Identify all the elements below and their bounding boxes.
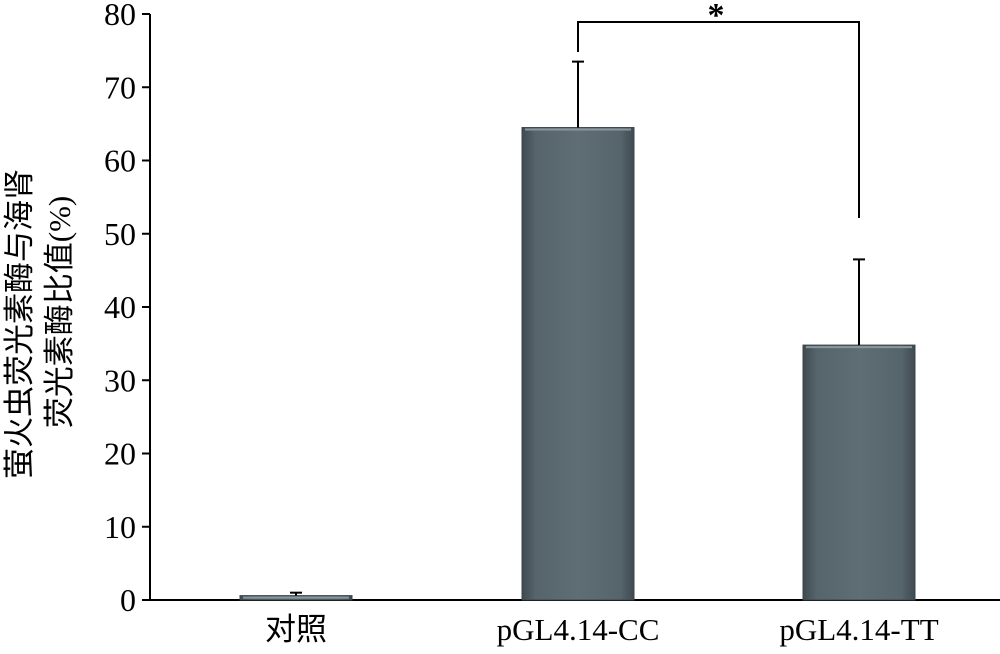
y-axis-title: 萤火虫荧光素酶与海肾 荧光素酶比值(%) <box>2 169 77 479</box>
y-tick-label: 10 <box>104 509 136 545</box>
y-axis-title-line-2: 荧光素酶比值(%) <box>42 196 77 428</box>
bars-layer <box>239 127 916 601</box>
y-tick-label: 50 <box>104 216 136 252</box>
y-tick-label: 30 <box>104 362 136 398</box>
y-tick-label: 40 <box>104 289 136 325</box>
y-tick-label: 70 <box>104 69 136 105</box>
y-tick-label: 80 <box>104 0 136 32</box>
bar <box>802 344 916 601</box>
y-tick-label: 60 <box>104 143 136 179</box>
x-category-label: pGL4.14-TT <box>779 612 938 647</box>
x-category-label: pGL4.14-CC <box>497 612 660 647</box>
significance-star: * <box>708 0 725 34</box>
labels-layer: 0 10 20 30 40 50 60 70 80 对照 pGL4.14-CC pGL4.14-TT <box>104 0 939 647</box>
significance-bracket-line <box>577 21 860 218</box>
y-tick-label: 0 <box>120 582 136 618</box>
error-bars-layer <box>290 60 865 596</box>
significance-bracket: * <box>577 0 860 218</box>
y-tick-label: 20 <box>104 436 136 472</box>
x-category-label: 对照 <box>265 612 327 647</box>
bar <box>521 127 635 601</box>
y-axis-title-line-1: 萤火虫荧光素酶与海肾 <box>2 169 37 479</box>
